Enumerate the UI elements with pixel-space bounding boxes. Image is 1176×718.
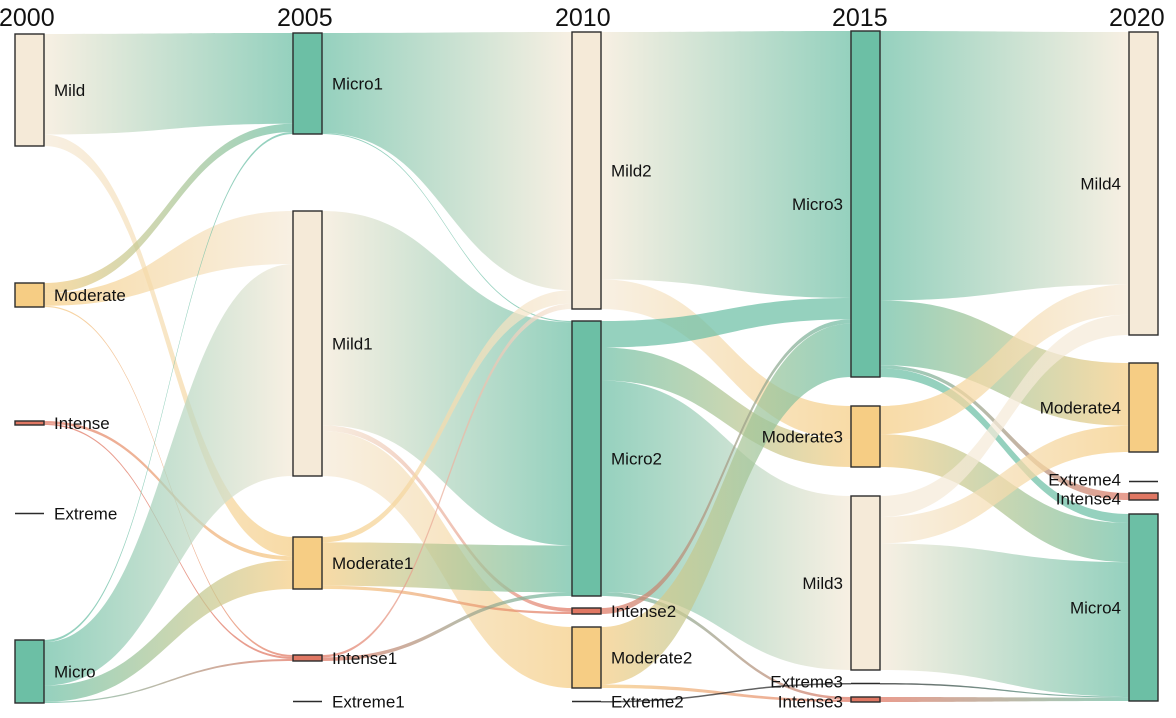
node-intense3 (850, 696, 881, 703)
flow-moderate1-to-intense2 (322, 585, 572, 614)
node-mild4 (1128, 31, 1159, 336)
node-mild1 (292, 210, 323, 477)
node-label-mild3: Mild3 (802, 574, 843, 593)
flow-intense1-to-micro2 (322, 592, 572, 661)
flow-micro-to-intense1 (44, 659, 293, 703)
node-moderate1 (292, 536, 323, 590)
node-label-extreme3: Extreme3 (770, 673, 843, 692)
flow-mild2-to-micro3 (601, 31, 851, 298)
node-mild2 (571, 31, 602, 310)
flow-intense3-to-micro4 (880, 697, 1129, 702)
year-label-2000: 2000 (0, 4, 55, 32)
flow-extreme3-to-micro4 (880, 683, 1129, 698)
flow-micro3-to-intense4 (880, 365, 1129, 500)
nodes-layer (14, 30, 1159, 704)
flow-moderate1-to-micro2 (322, 542, 572, 593)
flow-moderate-to-mild1 (44, 211, 293, 306)
node-moderate2 (571, 626, 602, 689)
year-label-2015: 2015 (832, 4, 888, 32)
flow-mild3-to-moderate4 (880, 425, 1129, 544)
node-label-micro4: Micro4 (1070, 599, 1121, 618)
node-micro3 (850, 30, 881, 378)
links-layer (44, 31, 1129, 703)
node-label-intense1: Intense1 (332, 649, 397, 668)
node-label-micro: Micro (54, 663, 96, 682)
node-moderate (14, 282, 45, 308)
node-moderate4 (1128, 362, 1159, 453)
flow-mild3-to-mild4 (880, 314, 1129, 518)
flow-mild-to-micro1 (44, 33, 293, 135)
year-headers: 2000 2005 2010 2015 2020 (0, 4, 1165, 32)
node-mild (14, 33, 45, 147)
node-label-intense: Intense (54, 414, 110, 433)
flow-micro3-to-mild4 (880, 31, 1129, 301)
flow-micro1-to-micro2 (322, 132, 572, 323)
flow-micro3-to-micro4 (880, 368, 1129, 523)
node-label-extreme2: Extreme2 (611, 693, 684, 712)
node-labels: Mild Moderate Intense Extreme Micro Micro1 Mil… (54, 75, 1121, 712)
node-micro1 (292, 32, 323, 135)
node-label-extreme: Extreme (54, 505, 117, 524)
node-label-micro1: Micro1 (332, 75, 383, 94)
flow-micro2-to-moderate3 (601, 347, 851, 467)
flow-micro-to-mild1 (44, 264, 293, 686)
flow-micro2-to-intense3 (601, 592, 851, 700)
flow-mild3-to-micro4 (880, 543, 1129, 697)
flow-micro1-to-mild2 (322, 32, 572, 291)
flow-mild1-to-intense2 (322, 425, 572, 612)
node-label-micro2: Micro2 (611, 450, 662, 469)
flow-moderate1-to-mild2 (322, 290, 572, 543)
flow-moderate2-to-micro3 (601, 323, 851, 685)
node-label-extreme1: Extreme1 (332, 693, 405, 712)
node-label-micro3: Micro3 (792, 195, 843, 214)
node-intense (14, 420, 45, 426)
node-label-intense3: Intense3 (778, 693, 843, 712)
flow-intense2-to-micro3 (601, 319, 851, 614)
year-label-2010: 2010 (555, 4, 611, 32)
flow-mild1-to-micro2 (322, 211, 572, 546)
node-label-moderate3: Moderate3 (762, 428, 843, 447)
node-label-intense2: Intense2 (611, 602, 676, 621)
node-intense4 (1128, 492, 1159, 501)
node-mild3 (850, 495, 881, 671)
node-label-moderate1: Moderate1 (332, 554, 413, 573)
node-micro2 (571, 320, 602, 597)
node-micro4 (1128, 513, 1159, 702)
year-label-2020: 2020 (1109, 4, 1165, 32)
node-intense1 (292, 654, 323, 662)
node-label-extreme4: Extreme4 (1048, 471, 1121, 490)
node-label-mild2: Mild2 (611, 162, 652, 181)
node-label-moderate2: Moderate2 (611, 649, 692, 668)
flow-mild-to-moderate1 (44, 134, 293, 557)
node-label-mild4: Mild4 (1080, 175, 1121, 194)
node-label-mild: Mild (54, 81, 85, 100)
node-micro (14, 639, 45, 704)
node-label-moderate: Moderate (54, 286, 126, 305)
flow-moderate3-to-micro4 (880, 434, 1129, 563)
year-label-2005: 2005 (277, 4, 333, 32)
flow-micro2-to-micro3 (601, 297, 851, 348)
flow-moderate3-to-mild4 (880, 284, 1129, 435)
node-label-moderate4: Moderate4 (1040, 399, 1121, 418)
node-intense2 (571, 607, 602, 615)
flow-moderate-to-micro1 (44, 123, 293, 294)
flow-micro-to-micro1 (44, 131, 293, 643)
node-moderate3 (850, 405, 881, 468)
node-label-intense4: Intense4 (1056, 490, 1121, 509)
node-label-mild1: Mild1 (332, 335, 373, 354)
flow-intense1-to-mild2 (322, 303, 572, 658)
flow-micro-to-moderate1 (44, 560, 293, 702)
flow-extreme2-to-extreme3 (601, 683, 851, 703)
